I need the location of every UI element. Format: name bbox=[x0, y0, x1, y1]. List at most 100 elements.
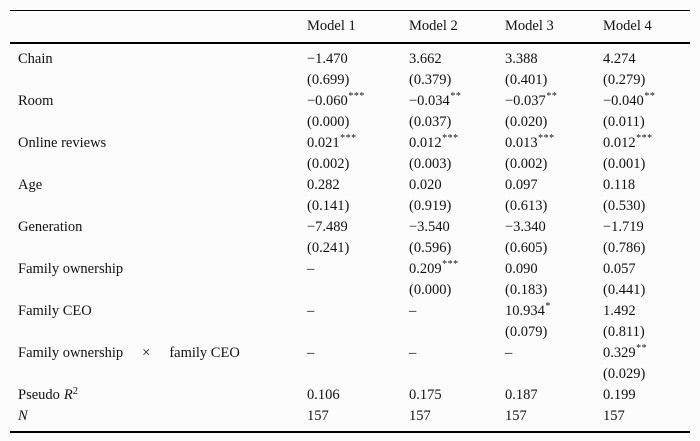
coef-cell: – bbox=[307, 259, 409, 301]
coefficient-number: – bbox=[409, 303, 417, 319]
coefficient-number: 0.012 bbox=[603, 135, 636, 151]
coef-cell: 0.013*** (0.002) bbox=[505, 133, 603, 175]
coef-cell: −7.489 (0.241) bbox=[307, 217, 409, 259]
standard-error bbox=[307, 364, 409, 385]
coef-cell: 0.209*** (0.000) bbox=[409, 259, 505, 301]
stat-cell: 157 bbox=[307, 408, 329, 424]
coefficient-number: −1.470 bbox=[307, 51, 348, 67]
significance-stars: ** bbox=[644, 91, 656, 102]
coefficient-value: 0.057 bbox=[603, 259, 690, 280]
coefficient-value: – bbox=[307, 343, 409, 364]
column-header-model1: Model 1 bbox=[307, 18, 356, 34]
coefficient-value: 3.662 bbox=[409, 49, 505, 70]
table-row: Chain −1.470 (0.699) 3.662 (0.379) 3.388 (0.40… bbox=[10, 49, 690, 91]
row-label: Age bbox=[18, 177, 43, 193]
standard-error: (0.919) bbox=[409, 198, 452, 214]
coefficient-value: −0.040** bbox=[603, 91, 690, 112]
column-header-model2: Model 2 bbox=[409, 18, 458, 34]
coefficient-value: −1.719 bbox=[603, 217, 690, 238]
row-label: N bbox=[10, 406, 307, 427]
significance-stars: *** bbox=[340, 133, 357, 144]
standard-error: (0.613) bbox=[505, 198, 548, 214]
standard-error: (0.000) bbox=[409, 282, 452, 298]
row-label-part: family CEO bbox=[169, 345, 240, 361]
coef-cell: 0.057 (0.441) bbox=[603, 259, 690, 301]
stat-cell: 157 bbox=[505, 408, 527, 424]
coefficient-number: −7.489 bbox=[307, 219, 348, 235]
coefficient-number: −0.037 bbox=[505, 93, 546, 109]
coefficient-value: – bbox=[505, 343, 603, 364]
table-row: Generation −7.489 (0.241) −3.540 (0.596) −3.3… bbox=[10, 217, 690, 259]
coef-cell: 1.492 (0.811) bbox=[603, 301, 690, 343]
standard-error bbox=[409, 322, 505, 343]
coefficient-number: 0.057 bbox=[603, 261, 636, 277]
row-label-part: × bbox=[142, 345, 151, 361]
significance-stars: *** bbox=[442, 259, 459, 270]
table-body: Chain −1.470 (0.699) 3.662 (0.379) 3.388 (0.40… bbox=[10, 44, 690, 431]
coef-cell: 0.012*** (0.001) bbox=[603, 133, 690, 175]
coefficient-value: 0.090 bbox=[505, 259, 603, 280]
standard-error: (0.037) bbox=[409, 114, 452, 130]
coefficient-value: 10.934* bbox=[505, 301, 603, 322]
stat-cell: 157 bbox=[409, 408, 431, 424]
coefficient-value: – bbox=[409, 301, 505, 322]
coefficient-value: 0.097 bbox=[505, 175, 603, 196]
coefficient-value: −0.034** bbox=[409, 91, 505, 112]
standard-error bbox=[409, 364, 505, 385]
standard-error: (0.379) bbox=[409, 72, 452, 88]
coefficient-number: – bbox=[307, 303, 315, 319]
coef-cell: 0.097 (0.613) bbox=[505, 175, 603, 217]
standard-error: (0.003) bbox=[409, 156, 452, 172]
coef-cell: −0.034** (0.037) bbox=[409, 91, 505, 133]
coefficient-value: 0.012*** bbox=[409, 133, 505, 154]
table-row: Family CEO – – 10.934* (0.079) 1.492 (0.811) bbox=[10, 301, 690, 343]
stat-label-symbol: R bbox=[63, 387, 73, 403]
stat-cell: 0.187 bbox=[505, 387, 538, 403]
coefficient-number: 0.097 bbox=[505, 177, 538, 193]
significance-stars: *** bbox=[442, 133, 459, 144]
standard-error: (0.079) bbox=[505, 324, 548, 340]
coefficient-number: −3.340 bbox=[505, 219, 546, 235]
stat-label-prefix: Pseudo bbox=[18, 387, 60, 403]
coefficient-value: 0.021*** bbox=[307, 133, 409, 154]
column-header-model4: Model 4 bbox=[603, 18, 652, 34]
table-row: Family ownership – 0.209*** (0.000) 0.090 (0.… bbox=[10, 259, 690, 301]
standard-error: (0.183) bbox=[505, 282, 548, 298]
coefficient-number: 0.021 bbox=[307, 135, 340, 151]
regression-table: Model 1 Model 2 Model 3 Model 4 Chain −1.… bbox=[10, 10, 690, 433]
coefficient-number: 1.492 bbox=[603, 303, 636, 319]
table-row: Age 0.282 (0.141) 0.020 (0.919) 0.097 (0.613) 0… bbox=[10, 175, 690, 217]
coefficient-value: 1.492 bbox=[603, 301, 690, 322]
coefficient-value: −7.489 bbox=[307, 217, 409, 238]
coef-cell: −0.037** (0.020) bbox=[505, 91, 603, 133]
coefficient-value: 0.012*** bbox=[603, 133, 690, 154]
coefficient-value: −0.060*** bbox=[307, 91, 409, 112]
stat-label-superscript: 2 bbox=[72, 386, 79, 397]
coefficient-number: 0.118 bbox=[603, 177, 636, 193]
coefficient-value: 0.282 bbox=[307, 175, 409, 196]
standard-error: (0.596) bbox=[409, 240, 452, 256]
coef-cell: −1.470 (0.699) bbox=[307, 49, 409, 91]
stat-cell: 0.199 bbox=[603, 387, 636, 403]
standard-error: (0.699) bbox=[307, 72, 350, 88]
coefficient-number: 0.282 bbox=[307, 177, 340, 193]
significance-stars: *** bbox=[538, 133, 555, 144]
coefficient-number: 0.012 bbox=[409, 135, 442, 151]
standard-error: (0.141) bbox=[307, 198, 350, 214]
coef-cell: – bbox=[505, 343, 603, 385]
coefficient-number: 0.020 bbox=[409, 177, 442, 193]
table-row: Online reviews 0.021*** (0.002) 0.012*** (0.… bbox=[10, 133, 690, 175]
significance-stars: ** bbox=[450, 91, 462, 102]
coefficient-value: – bbox=[307, 259, 409, 280]
coefficient-value: 4.274 bbox=[603, 49, 690, 70]
coef-cell: 0.012*** (0.003) bbox=[409, 133, 505, 175]
coefficient-value: −3.340 bbox=[505, 217, 603, 238]
standard-error: (0.002) bbox=[307, 156, 350, 172]
significance-stars: *** bbox=[348, 91, 365, 102]
coefficient-value: 0.013*** bbox=[505, 133, 603, 154]
coefficient-value: 0.209*** bbox=[409, 259, 505, 280]
significance-stars: ** bbox=[546, 91, 558, 102]
coefficient-number: −0.040 bbox=[603, 93, 644, 109]
coef-cell: 3.388 (0.401) bbox=[505, 49, 603, 91]
